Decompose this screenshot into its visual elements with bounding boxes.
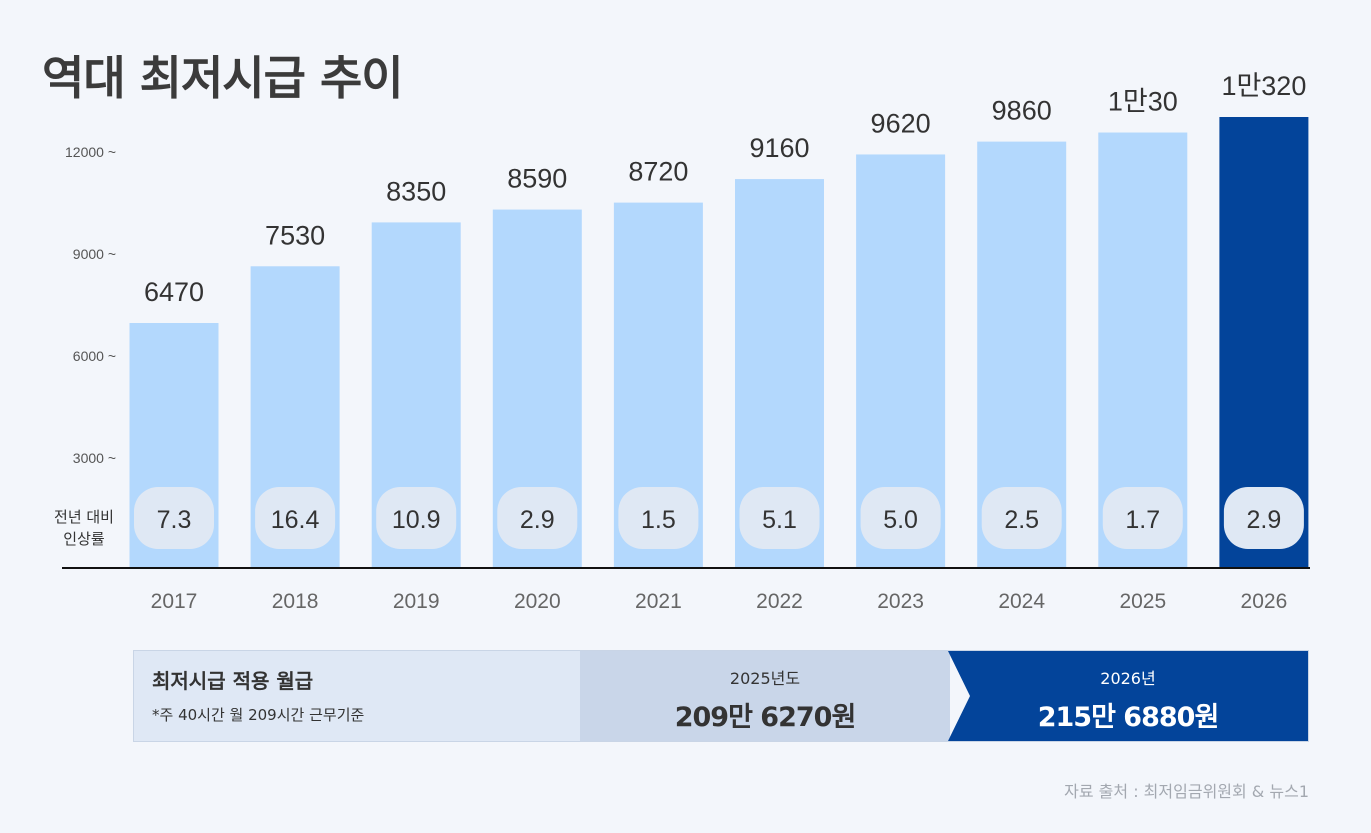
growth-rate-value: 5.0 xyxy=(883,506,918,534)
growth-rate-value: 2.9 xyxy=(520,506,555,534)
summary-prev-year: 2025년도 209만 6270원 xyxy=(580,651,950,741)
growth-rate-pill xyxy=(981,487,1062,549)
growth-rate-pill xyxy=(134,487,214,549)
monthly-wage-summary: 최저시급 적용 월급 *주 40시간 월 209시간 근무기준 2025년도 2… xyxy=(133,650,1309,742)
page-title: 역대 최저시급 추이 xyxy=(42,51,404,105)
growth-rate-pill xyxy=(860,487,941,549)
x-tick-label: 2021 xyxy=(635,590,682,613)
y-tick-label: 3000 ~ xyxy=(73,450,116,466)
y-tick-label: 12000 ~ xyxy=(65,144,116,160)
y-tick-label: 6000 ~ xyxy=(73,348,116,364)
x-tick-label: 2024 xyxy=(998,590,1045,613)
growth-rate-value: 1.5 xyxy=(641,506,676,534)
x-tick-label: 2023 xyxy=(877,590,924,613)
value-label: 8350 xyxy=(386,176,446,206)
value-label: 1만30 xyxy=(1108,87,1178,117)
growth-rate-pill xyxy=(376,487,457,549)
prev-year-amount: 209만 6270원 xyxy=(674,702,857,733)
growth-rate-value: 5.1 xyxy=(762,506,797,534)
x-tick-label: 2018 xyxy=(272,590,319,613)
growth-rate-value: 16.4 xyxy=(271,506,320,534)
growth-rate-pill xyxy=(1102,487,1183,549)
bar-chart: 3000 ~ 6000 ~ 9000 ~ 12000 ~ 전년 대비 인상률 6470 7.3… xyxy=(54,71,1310,613)
growth-rate-pill xyxy=(618,487,699,549)
value-label: 8720 xyxy=(628,157,688,187)
growth-rate-value: 7.3 xyxy=(157,506,192,534)
cur-year-amount: 215만 6880원 xyxy=(1037,702,1220,733)
x-tick-label: 2025 xyxy=(1119,590,1166,613)
summary-label-panel: 최저시급 적용 월급 *주 40시간 월 209시간 근무기준 xyxy=(134,651,580,741)
y-tick-label: 9000 ~ xyxy=(73,246,116,262)
value-label: 1만320 xyxy=(1221,71,1306,101)
growth-rate-pill xyxy=(739,487,820,549)
growth-rate-value: 10.9 xyxy=(392,506,441,534)
value-label: 8590 xyxy=(507,164,567,194)
summary-note: *주 40시간 월 209시간 근무기준 xyxy=(152,706,365,724)
value-label: 9860 xyxy=(992,96,1052,126)
source-credit: 자료 출처 : 최저임금위원회 & 뉴스1 xyxy=(1064,782,1309,801)
prev-year-label: 2025년도 xyxy=(729,669,801,688)
value-label: 7530 xyxy=(265,220,325,250)
summary-heading: 최저시급 적용 월급 xyxy=(152,669,314,693)
growth-rate-pill xyxy=(1223,487,1304,549)
value-label: 9160 xyxy=(749,133,809,163)
growth-rate-value: 2.5 xyxy=(1004,506,1039,534)
growth-rate-value: 2.9 xyxy=(1247,506,1282,534)
growth-rate-label: 전년 대비 인상률 xyxy=(54,508,114,548)
x-tick-label: 2026 xyxy=(1241,590,1288,613)
growth-rate-pill xyxy=(255,487,336,549)
x-tick-label: 2020 xyxy=(514,590,561,613)
x-tick-label: 2019 xyxy=(393,590,440,613)
value-label: 9620 xyxy=(871,108,931,138)
cur-year-label: 2026년 xyxy=(1100,669,1156,688)
growth-rate-value: 1.7 xyxy=(1125,506,1160,534)
growth-rate-pill xyxy=(497,487,578,549)
x-tick-label: 2017 xyxy=(151,590,198,613)
value-label: 6470 xyxy=(144,277,204,307)
summary-cur-year: 2026년 215만 6880원 xyxy=(948,651,1308,741)
x-tick-label: 2022 xyxy=(756,590,803,613)
